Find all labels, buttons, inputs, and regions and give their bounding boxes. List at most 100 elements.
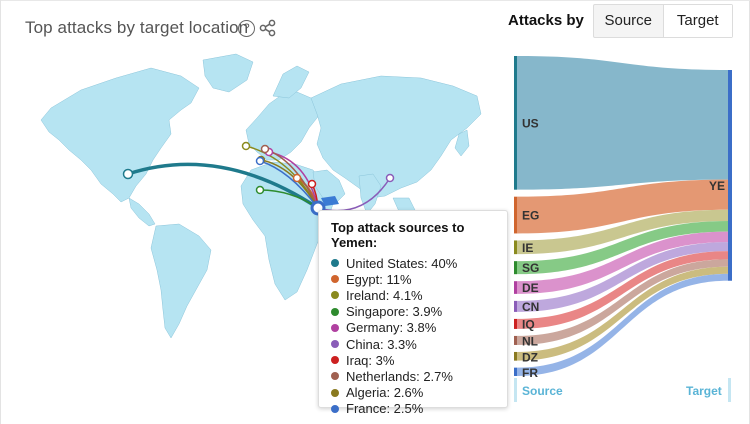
tooltip-color-dot — [331, 291, 339, 300]
sankey-source-node-sg[interactable] — [514, 261, 517, 275]
tooltip-row: France: 2.5% — [331, 401, 507, 417]
tooltip-row-label: Iraq: 3% — [346, 352, 395, 368]
sankey-source-node-fr[interactable] — [514, 367, 517, 376]
sankey-source-label: DE — [522, 281, 539, 295]
sankey-flow-ie[interactable] — [517, 209, 728, 255]
sankey-flow-fr[interactable] — [517, 273, 728, 376]
sankey-flow-nl[interactable] — [517, 259, 728, 345]
tooltip-row: Algeria: 2.6% — [331, 385, 507, 401]
japan-land — [454, 129, 470, 157]
sankey-chart: US EG IE SG DE CN IQ NL DZ FR YE Source Target — [514, 56, 732, 402]
sankey-flow-cn[interactable] — [517, 242, 728, 312]
sankey-source-node-eg[interactable] — [514, 196, 517, 234]
sankey-flow-de[interactable] — [517, 231, 728, 294]
source-markers — [122, 141, 395, 195]
tooltip-row: United States: 40% — [331, 255, 507, 271]
tooltip-color-dot — [331, 404, 339, 413]
tooltip-color-dot — [331, 259, 339, 268]
tooltip-color-dot — [331, 388, 339, 397]
asia-land — [310, 75, 482, 199]
sankey-flow-dz[interactable] — [517, 266, 728, 361]
tooltip-row-label: United States: 40% — [346, 255, 458, 271]
sankey-target-label: YE — [709, 179, 725, 193]
central-america-land — [128, 197, 156, 227]
sankey-target-node[interactable] — [728, 70, 732, 281]
sankey-source-node-cn[interactable] — [514, 300, 517, 312]
attack-sources-tooltip: Top attack sources to Yemen: United Stat… — [318, 210, 508, 416]
tooltip-row: Egypt: 11% — [331, 271, 507, 287]
sankey-source-label: IE — [522, 241, 533, 255]
sankey-flow-us[interactable] — [517, 56, 728, 190]
tooltip-row: Germany: 3.8% — [331, 320, 507, 336]
source-axis-label: Source — [522, 384, 563, 398]
tooltip-row: Ireland: 4.1% — [331, 287, 507, 303]
tooltip-color-dot — [331, 372, 339, 381]
sankey-source-label: NL — [522, 334, 538, 348]
tooltip-row-label: Egypt: 11% — [346, 271, 412, 287]
tooltip-list: United States: 40% Egypt: 11% Ireland: 4.1… — [331, 255, 507, 417]
arabia-land — [312, 169, 346, 205]
tooltip-row-label: Germany: 3.8% — [346, 320, 437, 336]
greenland-land — [202, 53, 254, 93]
help-icon[interactable]: ? — [238, 20, 255, 37]
tooltip-row-label: Singapore: 3.9% — [346, 304, 443, 320]
marker-nl — [260, 144, 270, 154]
marker-ie — [241, 141, 251, 151]
world-map[interactable] — [21, 48, 491, 378]
attacks-by-label: Attacks by — [508, 12, 584, 29]
marker-cn — [385, 173, 395, 183]
tooltip-title: Top attack sources to Yemen: — [331, 220, 465, 250]
panel-title: Top attacks by target location — [25, 18, 249, 37]
arc-fr — [259, 160, 319, 209]
sankey-source-node-de[interactable] — [514, 281, 517, 294]
tooltip-color-dot — [331, 307, 339, 316]
top-border — [1, 0, 750, 1]
landmasses — [40, 53, 491, 339]
marker-iq — [307, 179, 317, 189]
tooltip-color-dot — [331, 340, 339, 349]
tooltip-color-dot — [331, 323, 339, 332]
tooltip-row: China: 3.3% — [331, 336, 507, 352]
sankey-source-node-iq[interactable] — [514, 318, 517, 329]
arc-us — [126, 162, 320, 210]
marker-us — [122, 168, 134, 180]
tooltip-row-label: France: 2.5% — [346, 401, 424, 417]
sankey-flow-iq[interactable] — [517, 251, 728, 329]
tooltip-row-label: China: 3.3% — [346, 336, 417, 352]
tooltip-row-label: Netherlands: 2.7% — [346, 368, 453, 384]
tooltip-color-dot — [331, 275, 339, 284]
south-america-land — [150, 223, 212, 339]
marker-fr — [255, 156, 265, 166]
share-icon[interactable] — [259, 19, 277, 37]
north-america-land — [40, 67, 200, 203]
sankey-flow-sg[interactable] — [517, 220, 728, 275]
arc-dz — [260, 159, 319, 209]
tooltip-row: Iraq: 3% — [331, 352, 507, 368]
tooltip-row-label: Ireland: 4.1% — [346, 287, 423, 303]
sankey-source-label: SG — [522, 261, 539, 275]
target-axis-label: Target — [686, 384, 722, 398]
tooltip-row: Netherlands: 2.7% — [331, 368, 507, 384]
scandinavia-land — [272, 65, 310, 99]
sankey-source-label: DZ — [522, 350, 538, 364]
sankey-source-label: CN — [522, 300, 539, 314]
tooltip-row-label: Algeria: 2.6% — [346, 385, 424, 401]
toggle-target-button[interactable]: Target — [662, 5, 732, 37]
sankey-source-node-nl[interactable] — [514, 335, 517, 345]
arc-cn — [317, 177, 391, 212]
sankey-source-node-ie[interactable] — [514, 240, 517, 255]
tooltip-color-dot — [331, 356, 339, 365]
sankey-source-node-dz[interactable] — [514, 351, 517, 361]
sankey-source-label: EG — [522, 209, 539, 223]
marker-eg — [292, 173, 302, 183]
target-axis-bar — [728, 378, 731, 402]
sankey-flow-eg[interactable] — [517, 179, 728, 234]
sankey-source-label: FR — [522, 366, 538, 380]
attacks-by-toggle: Source Target — [593, 4, 733, 38]
marker-sg — [255, 185, 265, 195]
sankey-source-label: US — [522, 116, 539, 130]
sankey-source-node-us[interactable] — [514, 56, 517, 190]
tooltip-row: Singapore: 3.9% — [331, 304, 507, 320]
toggle-source-button[interactable]: Source — [604, 12, 653, 29]
